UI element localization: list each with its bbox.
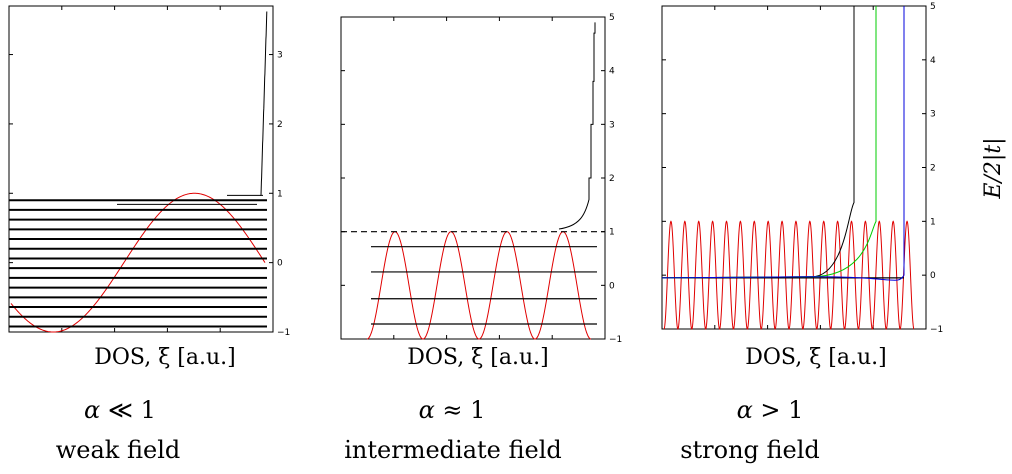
dos-series-0 xyxy=(661,6,855,279)
y-tick-label: 5 xyxy=(609,13,615,23)
y-tick-label: 3 xyxy=(930,110,936,120)
y-tick-label: 0 xyxy=(277,259,283,269)
dos-series-1 xyxy=(661,6,877,279)
wave-series xyxy=(366,231,592,340)
panel-weak-frame xyxy=(8,5,274,333)
y-tick-label: 2 xyxy=(930,164,936,174)
panel-intermediate-description: intermediate field xyxy=(344,436,562,464)
y-tick-label: 3 xyxy=(277,51,283,61)
y-tick-label: 0 xyxy=(930,271,936,281)
dos-series-2 xyxy=(661,6,905,281)
wave-series xyxy=(10,192,266,333)
y-tick-label: 4 xyxy=(930,56,936,66)
panel-strong-xlabel: DOS, ξ [a.u.] xyxy=(745,345,887,370)
panel-strong-frame xyxy=(661,5,927,330)
y-tick-label: −1 xyxy=(609,335,622,345)
y-tick-label: 2 xyxy=(277,120,283,130)
panel-strong: −1 0 1 2 3 4 5 DOS, ξ [a.u.] α > 1 strong fiel… xyxy=(661,2,943,464)
y-tick-label: −1 xyxy=(277,328,290,338)
y-tick-label: 1 xyxy=(930,217,936,227)
dos-curve xyxy=(260,11,268,196)
dos-curve xyxy=(558,22,596,230)
panel-weak-description: weak field xyxy=(56,436,180,464)
panel-weak: −1 0 1 2 3 DOS, ξ [a.u.] α ≪ 1 weak field xyxy=(8,5,290,464)
wave-series xyxy=(663,220,915,330)
panel-weak-xlabel: DOS, ξ [a.u.] xyxy=(94,345,236,370)
y-tick-label: 2 xyxy=(609,174,615,184)
dos-spikes xyxy=(117,194,261,205)
y-tick-label: 4 xyxy=(609,67,615,77)
y-axis-label: E/2|t| xyxy=(981,137,1006,199)
y-tick-label: 3 xyxy=(609,120,615,130)
panel-weak-regime: α ≪ 1 xyxy=(84,396,156,424)
y-tick-label: 1 xyxy=(277,189,283,199)
panel-intermediate: −1 0 1 2 3 4 5 DOS, ξ [a.u.] α ≈ 1 intermediat… xyxy=(340,13,622,464)
y-tick-label: −1 xyxy=(930,325,943,335)
y-tick-label: 0 xyxy=(609,281,615,291)
panel-intermediate-xlabel: DOS, ξ [a.u.] xyxy=(407,345,549,370)
y-tick-label: 5 xyxy=(930,2,936,12)
panel-intermediate-regime: α ≈ 1 xyxy=(419,396,486,424)
panel-strong-regime: α > 1 xyxy=(737,396,804,424)
panel-strong-description: strong field xyxy=(680,436,820,464)
y-tick-label: 1 xyxy=(609,228,615,238)
